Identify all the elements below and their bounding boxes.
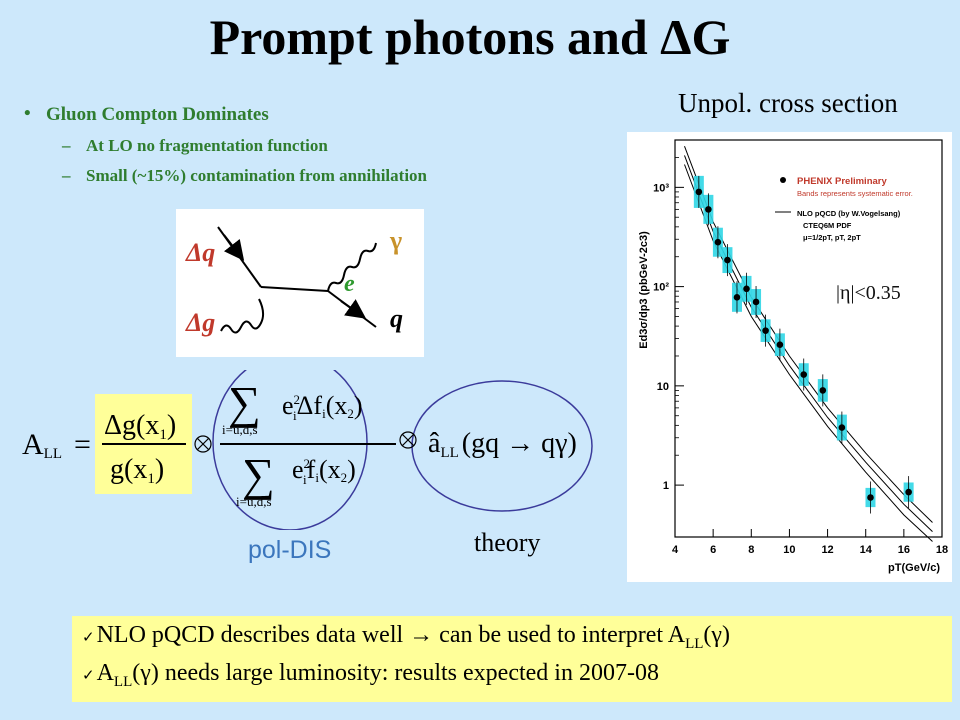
bullet-main: Gluon Compton Dominates [24, 103, 427, 126]
nlo-curve-0 [684, 146, 933, 523]
e-label: e [344, 271, 355, 297]
quark-out-arrow [340, 299, 367, 319]
x-tick-label-0: 4 [672, 544, 679, 556]
y-tick-label-2: 10² [653, 282, 669, 294]
data-point-0 [695, 188, 703, 196]
conclusion-2-text-a: A [96, 660, 114, 686]
equals-sign: = [74, 428, 91, 461]
theory-ellipse [411, 380, 593, 512]
conclusion-1-sub: LL [685, 635, 704, 652]
data-point-10 [819, 387, 827, 394]
conclusion-2-sub: LL [113, 673, 133, 690]
feynman-diagram-svg: Δq Δg γ q e [185, 226, 403, 337]
conclusion-1-text-b: can be used to interpret A [433, 622, 686, 648]
theory-label: theory [474, 528, 541, 557]
sum-bottom: ∑ [242, 449, 275, 500]
delta-q-label: Δq [185, 238, 215, 267]
asymmetry-formula: ALL = Δg(x1) g(x1) ∑ i=u,d,s e2 iΔfi(x2) … [0, 353, 620, 535]
delta-g-label: Δg [185, 308, 215, 337]
sum-bottom-index: i=u,d,s [236, 494, 272, 509]
conclusion-1: ✓NLO pQCD describes data well → can be u… [82, 622, 730, 653]
y-tick-label-3: 10³ [653, 182, 669, 194]
legend-entry-1: PHENIX Preliminary [797, 176, 887, 187]
y-tick-label-1: 10 [657, 381, 669, 393]
legend-entry-2: NLO pQCD (by W.Vogelsang) [797, 209, 901, 218]
data-point-2 [714, 238, 722, 246]
x-tick-label-1: 6 [710, 544, 716, 556]
cross-section-plot: 4 6 8 10 12 14 16 18 1 10 10² 10³ pT(GeV/c) Ed3σ/dp3 … [627, 132, 952, 582]
y-axis-label: Ed3σ/dp3 (pbGeV-2c3) [638, 231, 650, 349]
legend-marker-data [780, 177, 786, 183]
data-point-5 [743, 285, 750, 293]
x-axis-label: pT(GeV/c) [888, 562, 940, 574]
data-point-12 [867, 494, 874, 501]
conclusion-2-text-b: (γ) needs large luminosity: results expe… [132, 660, 659, 686]
legend-entry-2-sub1: CTEQ6M PDF [803, 221, 852, 230]
conclusions-box: ✓NLO pQCD describes data well → can be u… [72, 616, 952, 702]
data-point-3 [724, 256, 731, 264]
x-tick-label-7: 18 [936, 544, 948, 556]
check-icon: ✓ [82, 628, 95, 646]
conclusion-2: ✓ALL(γ) needs large luminosity: results … [82, 660, 659, 691]
check-icon: ✓ [82, 666, 95, 684]
x-tick-label-5: 14 [860, 544, 873, 556]
all-symbol: ALL [22, 428, 62, 462]
data-point-11 [838, 424, 846, 431]
gluon-line [220, 298, 265, 334]
conclusion-1-text-a: NLO pQCD describes data well [96, 622, 410, 648]
gamma-label: γ [389, 226, 402, 255]
unpol-cross-section-label: Unpol. cross section [678, 88, 898, 118]
legend-entry-2-sub2: μ=1/2pT, pT, 2pT [803, 233, 861, 242]
sum-top: ∑ [228, 377, 261, 428]
x-tick-label-3: 10 [783, 544, 795, 556]
arrow-icon: → [409, 622, 434, 648]
propagator-line [260, 286, 329, 292]
otimes-1 [194, 435, 212, 453]
quark-in-arrow [223, 234, 245, 261]
bullet-sub-2: – Small (~15%) contamination from annihil… [62, 166, 427, 185]
data-point-4 [733, 294, 741, 301]
data-point-1 [705, 206, 712, 213]
x-tick-label-6: 16 [898, 544, 910, 556]
gluon-numerator: Δg(x1) [104, 410, 176, 443]
y-tick-label-0: 1 [663, 480, 669, 492]
otimes-2 [399, 431, 417, 449]
legend-entry-1-sub: Bands represents systematic error. [797, 189, 913, 198]
sum-bottom-term: e2 ifi(x2) [292, 455, 356, 487]
outgoing-q-label: q [390, 304, 403, 333]
cross-section-chart-svg: 4 6 8 10 12 14 16 18 1 10 10² 10³ pT(GeV/c) Ed3σ/dp3 … [638, 139, 948, 574]
bullet-sub-1: – At LO no fragmentation function [62, 136, 328, 155]
sum-top-index: i=u,d,s [222, 422, 258, 437]
bullet-list: Gluon Compton Dominates –At LO no fragme… [24, 103, 427, 186]
bullet-sub-1-text: At LO no fragmentation function [86, 136, 328, 155]
pol-dis-label: pol-DIS [248, 536, 332, 564]
gluon-denominator: g(x1) [110, 454, 164, 487]
x-tick-label-2: 8 [748, 544, 754, 556]
formula-svg: ALL = Δg(x1) g(x1) ∑ i=u,d,s e2 iΔfi(x2) … [22, 353, 593, 531]
photon-line [327, 242, 377, 292]
page-title: Prompt photons and ΔG [209, 9, 731, 65]
plot-frame [674, 139, 943, 538]
data-point-13 [905, 488, 912, 496]
feynman-diagram: Δq Δg γ q e [176, 209, 424, 357]
data-point-6 [752, 298, 760, 306]
data-point-8 [776, 341, 784, 348]
conclusion-1-text-c: (γ) [703, 622, 731, 648]
theory-term: âLL (gq → qγ) [428, 428, 577, 461]
x-tick-label-4: 12 [821, 544, 833, 556]
bullet-sub-2-text: Small (~15%) contamination from annihila… [86, 166, 427, 185]
eta-cut-label: |η|<0.35 [836, 282, 901, 305]
data-point-7 [762, 327, 769, 334]
data-point-9 [800, 371, 808, 378]
sum-top-term: e2 iΔfi(x2) [282, 391, 363, 423]
